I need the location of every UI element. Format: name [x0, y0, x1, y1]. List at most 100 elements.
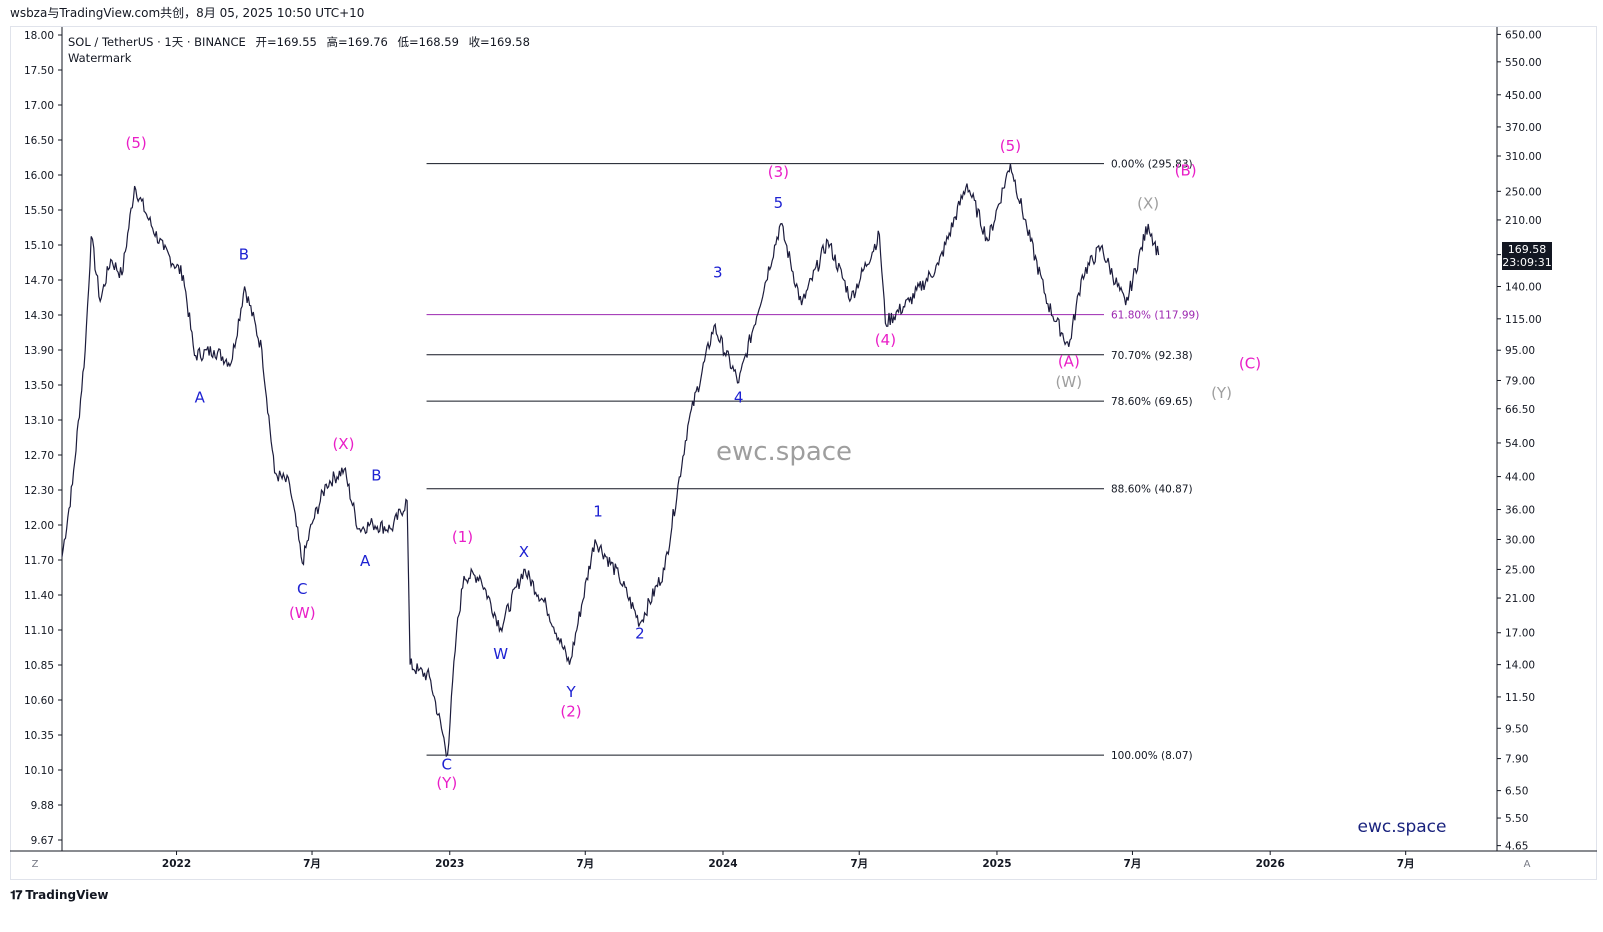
wave-label: (W) [1056, 373, 1083, 391]
watermark-indicator-label[interactable]: Watermark [68, 51, 132, 65]
left-axis-tick-label: 10.60 [24, 695, 54, 707]
wave-label: 2 [635, 625, 645, 643]
wave-label: B [371, 466, 381, 484]
fib-level-label: 100.00% (8.07) [1111, 750, 1193, 762]
wave-label: 5 [774, 194, 784, 212]
time-axis-tick-label: 7月 [850, 858, 868, 870]
right-axis-tick-label: 210.00 [1505, 215, 1542, 227]
right-axis-tick-label: 370.00 [1505, 122, 1542, 134]
left-axis-tick-label: 15.10 [24, 240, 54, 252]
right-axis-tick-label: 7.90 [1505, 754, 1528, 766]
left-axis-tick-label: 13.10 [24, 415, 54, 427]
bar-countdown: 23:09:31 [1502, 256, 1552, 269]
wave-label: C [442, 755, 452, 773]
footer-brand: 𝟏𝟕 TradingView [10, 884, 109, 906]
wave-label: Y [565, 683, 576, 701]
time-axis-tick-label: 2023 [435, 858, 464, 870]
watermark-corner-text: ewc.space [1358, 817, 1447, 837]
right-axis-tick-label: 4.65 [1505, 841, 1528, 853]
right-axis-tick-label: 9.50 [1505, 723, 1528, 735]
left-axis-tick-label: 12.30 [24, 485, 54, 497]
time-axis-tick-label: 7月 [576, 858, 594, 870]
right-axis-tick-label: 66.50 [1505, 404, 1535, 416]
right-axis-tick-label: 30.00 [1505, 534, 1535, 546]
right-axis-tick-label: 140.00 [1505, 282, 1542, 294]
wave-label: (A) [1058, 353, 1080, 371]
tradingview-logo-icon: 𝟏𝟕 [10, 888, 22, 902]
time-axis-tick-label: 2022 [162, 858, 191, 870]
left-axis-tick-label: 17.50 [24, 65, 54, 77]
wave-label: C [297, 580, 307, 598]
time-axis-tick-label: 2025 [982, 858, 1011, 870]
left-axis-tick-label: 14.30 [24, 310, 54, 322]
right-axis-tick-label: 250.00 [1505, 186, 1542, 198]
fib-level-label: 0.00% (295.83) [1111, 159, 1193, 171]
left-axis-tick-label: 18.00 [24, 30, 54, 42]
right-axis-tick-label: 11.50 [1505, 692, 1535, 704]
ohlc-open: 开=169.55 [255, 35, 317, 49]
wave-label: A [360, 552, 371, 570]
wave-label: W [493, 645, 508, 663]
wave-label: (1) [452, 528, 473, 546]
left-axis-tick-label: 16.00 [24, 170, 54, 182]
wave-label: (W) [289, 604, 316, 622]
wave-label: B [239, 246, 249, 264]
wave-label: (C) [1239, 354, 1261, 372]
right-axis-tick-label: 14.00 [1505, 660, 1535, 672]
right-axis-tick-label: 95.00 [1505, 345, 1535, 357]
wave-label: (4) [875, 331, 896, 349]
auto-scale-button[interactable]: A [1523, 859, 1531, 870]
right-axis-tick-label: 79.00 [1505, 375, 1535, 387]
right-axis-tick-label: 115.00 [1505, 314, 1542, 326]
left-axis-tick-label: 10.10 [24, 765, 54, 777]
left-axis-tick-label: 9.88 [31, 800, 54, 812]
watermark-center-text: ewc.space [716, 437, 852, 467]
left-axis-tick-label: 16.50 [24, 135, 54, 147]
ohlc-high: 高=169.76 [326, 35, 388, 49]
left-axis-tick-label: 12.00 [24, 520, 54, 532]
right-axis-tick-label: 54.00 [1505, 438, 1535, 450]
wave-label: (B) [1175, 162, 1197, 180]
left-axis-tick-label: 17.00 [24, 100, 54, 112]
left-axis-tick-label: 11.40 [24, 590, 54, 602]
right-axis-tick-label: 17.00 [1505, 628, 1535, 640]
time-axis-tick-label: 7月 [1397, 858, 1415, 870]
wave-label: (X) [332, 435, 354, 453]
wave-label: (5) [1000, 137, 1021, 155]
time-axis-tick-label: 2024 [708, 858, 737, 870]
left-axis-tick-label: 12.70 [24, 450, 54, 462]
wave-label: X [519, 543, 529, 561]
wave-label: 4 [734, 389, 744, 407]
timezone-toggle-button[interactable]: Z [31, 859, 39, 870]
wave-label: (X) [1137, 195, 1159, 213]
right-axis-tick-label: 6.50 [1505, 786, 1528, 798]
right-axis-tick-label: 5.50 [1505, 813, 1528, 825]
right-axis-tick-label: 21.00 [1505, 593, 1535, 605]
fib-level-label: 88.60% (40.87) [1111, 484, 1193, 496]
price-series-line [61, 163, 1160, 758]
wave-label: (Y) [436, 774, 457, 792]
right-axis-tick-label: 450.00 [1505, 90, 1542, 102]
left-axis-tick-label: 15.50 [24, 205, 54, 217]
wave-label: (3) [768, 163, 789, 181]
right-axis-tick-label: 310.00 [1505, 151, 1542, 163]
left-axis-tick-label: 10.35 [24, 730, 54, 742]
tradingview-brand-text: TradingView [25, 888, 109, 902]
fib-level-label: 70.70% (92.38) [1111, 350, 1193, 362]
wave-label: 3 [713, 263, 723, 281]
time-axis-tick-label: 7月 [303, 858, 321, 870]
ohlc-low: 低=168.59 [397, 35, 459, 49]
last-price-badge: 169.58 23:09:31 [1502, 242, 1552, 270]
chart-author-line: wsbza与TradingView.com共创，8月 05, 2025 10:5… [10, 6, 365, 20]
symbol-title[interactable]: SOL / TetherUS · 1天 · BINANCE [68, 35, 246, 49]
time-axis-tick-label: 7月 [1124, 858, 1142, 870]
left-axis-tick-label: 9.67 [31, 835, 54, 847]
left-axis-tick-label: 14.70 [24, 275, 54, 287]
wave-label: A [195, 389, 206, 407]
last-price-value: 169.58 [1507, 243, 1547, 256]
fib-level-label: 61.80% (117.99) [1111, 310, 1199, 322]
ohlc-close: 收=169.58 [468, 35, 530, 49]
left-axis-tick-label: 11.70 [24, 555, 54, 567]
wave-label: 1 [593, 503, 603, 521]
